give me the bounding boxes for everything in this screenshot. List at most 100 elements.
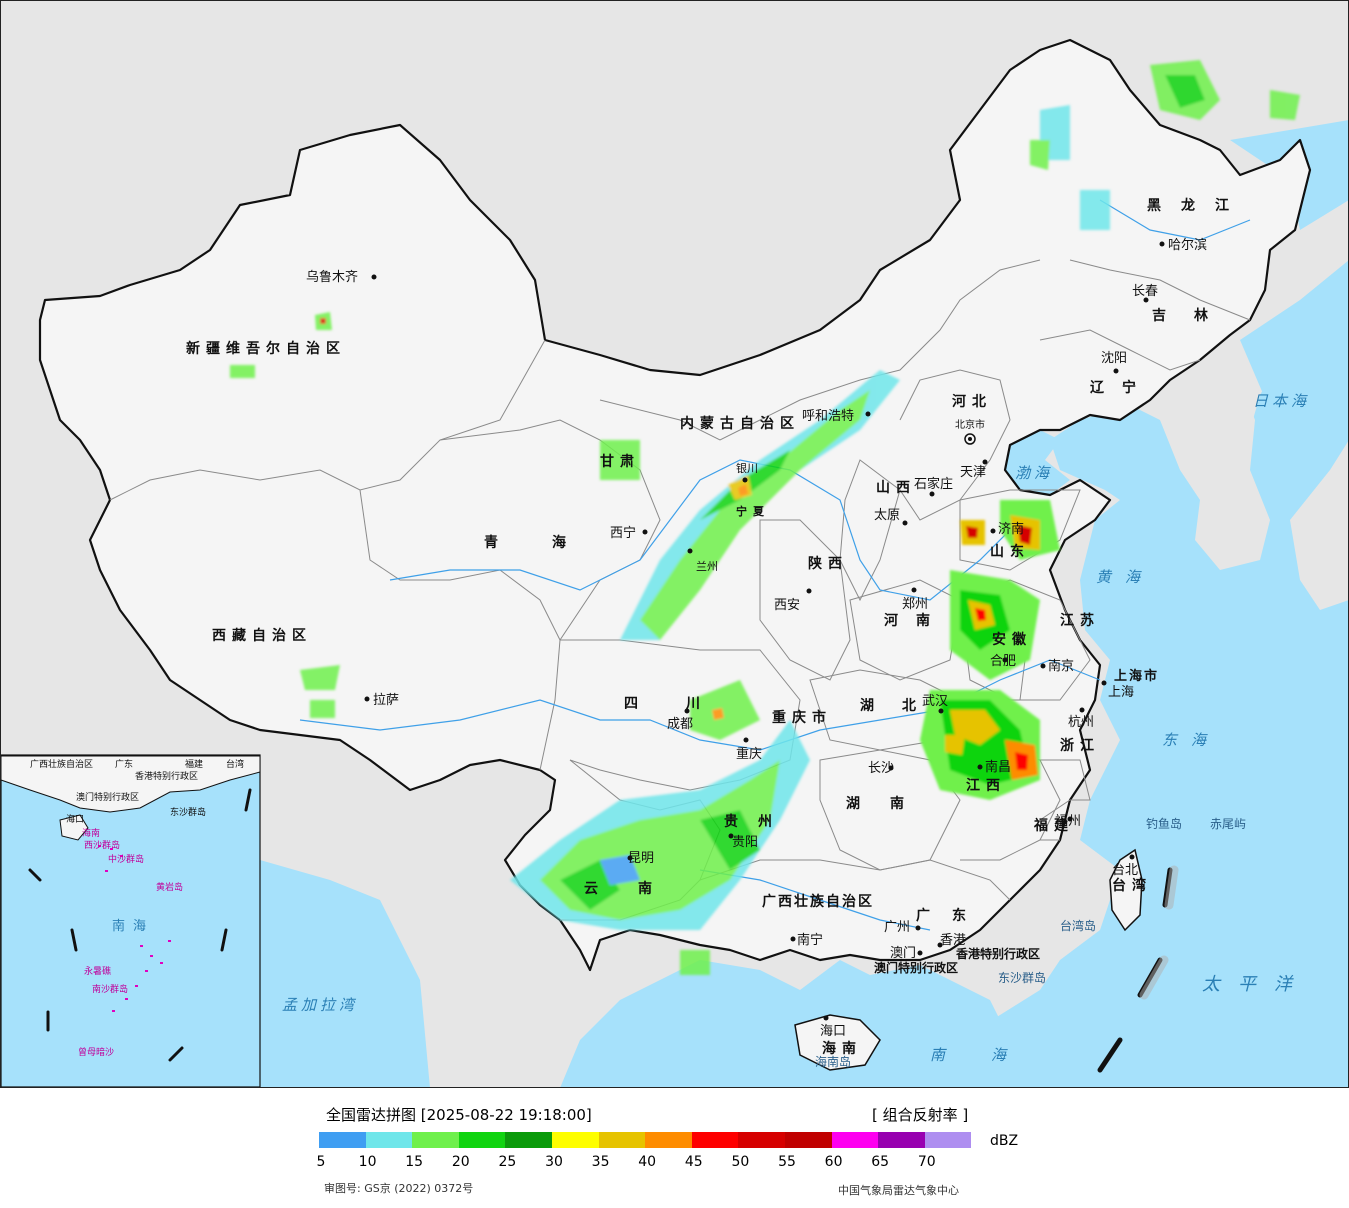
city-yinchuan: 银川 xyxy=(736,461,758,475)
city-nanning: 南宁 xyxy=(797,932,823,948)
city-xining: 西宁 xyxy=(610,525,636,541)
south-china-sea-inset: 广西壮族自治区 广东 福建 台湾 香港特别行政区 澳门特别行政区 东沙群岛 海口… xyxy=(0,754,261,1088)
region-sichuan: 四川 xyxy=(624,696,748,712)
shandong-border xyxy=(959,489,1081,571)
region-hebei: 河北 xyxy=(952,393,992,410)
city-guangzhou: 广州 xyxy=(884,920,910,935)
product-name: [ 组合反射率 ] xyxy=(872,1106,969,1124)
sea-pacific: 太平洋 xyxy=(1202,974,1310,995)
unit-label: dBZ xyxy=(990,1133,1019,1149)
region-innermongolia: 内蒙古自治区 xyxy=(680,415,800,432)
scale-swatch xyxy=(551,1132,599,1148)
svg-text:西沙群岛: 西沙群岛 xyxy=(84,839,120,851)
china-radar-map: 新疆维吾尔自治区 西藏自治区 青海 甘肃 内蒙古自治区 黑龙江 吉林 辽宁 河北… xyxy=(0,0,1349,1088)
city-wuhan: 武汉 xyxy=(922,694,948,709)
city-taipei: 台北 xyxy=(1112,863,1138,878)
city-macau: 澳门 xyxy=(890,945,916,961)
inset-sea xyxy=(0,770,260,1088)
city-xian: 西安 xyxy=(774,598,800,613)
scale-swatch xyxy=(831,1132,879,1148)
svg-text:海口: 海口 xyxy=(66,813,84,825)
region-shaanxi: 陕西 xyxy=(808,555,848,572)
echo-southwest xyxy=(510,680,810,975)
scale-tick-label: 40 xyxy=(638,1154,657,1170)
region-yunnan: 云南 xyxy=(584,880,692,897)
region-henan: 河南 xyxy=(884,612,948,629)
echo-jiangxi-anhui xyxy=(920,690,1040,800)
inset-hainan xyxy=(59,814,89,841)
svg-text:福建: 福建 xyxy=(185,758,203,770)
inset-dash-line xyxy=(28,788,252,1062)
echo-shandong-henan xyxy=(950,500,1060,680)
region-gansu: 甘肃 xyxy=(600,453,640,470)
scale-swatch xyxy=(738,1132,785,1148)
scale-tick-label: 65 xyxy=(871,1154,890,1170)
henan-border xyxy=(849,579,961,681)
sea-bengal: 孟加拉湾 xyxy=(282,996,358,1014)
scale-tick-label: 30 xyxy=(545,1154,563,1170)
svg-text:广西壮族自治区: 广西壮族自治区 xyxy=(30,758,93,770)
ocean-areas xyxy=(0,120,1349,1088)
city-hongkong: 香港 xyxy=(940,933,966,948)
region-chongqing: 重庆市 xyxy=(772,709,832,726)
region-hubei: 湖北 xyxy=(860,698,944,714)
city-changchun: 长春 xyxy=(1132,284,1158,299)
svg-text:中沙群岛: 中沙群岛 xyxy=(108,853,144,865)
svg-text:澳门特别行政区: 澳门特别行政区 xyxy=(76,791,139,803)
region-fujian: 福建 xyxy=(1033,817,1074,834)
bay-of-bengal xyxy=(260,860,430,1088)
city-jinan: 济南 xyxy=(998,521,1024,537)
region-shandong: 山东 xyxy=(990,543,1030,560)
svg-text:曾母暗沙: 曾母暗沙 xyxy=(78,1046,114,1058)
korean-peninsula xyxy=(1160,380,1270,570)
scale-swatch xyxy=(784,1132,832,1148)
sea-japan: 日本海 xyxy=(1253,392,1310,410)
region-labels: 新疆维吾尔自治区 西藏自治区 青海 甘肃 内蒙古自治区 黑龙江 吉林 辽宁 河北… xyxy=(186,197,1236,1057)
svg-text:南海: 南海 xyxy=(112,918,154,934)
region-liaoning: 辽宁 xyxy=(1090,379,1154,396)
scale-tick-label: 20 xyxy=(451,1154,470,1170)
svg-text:台湾: 台湾 xyxy=(226,758,244,770)
scale-tick-label: 50 xyxy=(731,1154,750,1170)
label-macau-sar: 澳门特别行政区 xyxy=(874,960,958,975)
sea-bohai: 渤海 xyxy=(1015,464,1053,482)
city-fuzhou: 福州 xyxy=(1055,814,1081,829)
city-nanchang: 南昌 xyxy=(985,759,1011,775)
region-hainan: 海南 xyxy=(822,1040,862,1057)
svg-text:香港特别行政区: 香港特别行政区 xyxy=(135,770,198,782)
region-taiwan: 台湾 xyxy=(1112,877,1152,894)
city-hefei: 合肥 xyxy=(990,654,1016,669)
hebei-border xyxy=(899,369,1011,521)
scale-swatch xyxy=(598,1132,646,1148)
city-lhasa: 拉萨 xyxy=(373,693,399,708)
city-tianjin: 天津 xyxy=(960,465,986,480)
sea-yellow: 黄海 xyxy=(1096,568,1154,586)
inset-mainland xyxy=(0,755,261,813)
region-jiangxi: 江西 xyxy=(966,777,1006,794)
scale-ticks: 5 10 15 20 25 30 35 40 45 50 55 60 65 70 xyxy=(0,1154,1349,1172)
region-jiangsu: 江苏 xyxy=(1060,612,1100,629)
japan-sea xyxy=(1240,260,1349,430)
shaanxi-border xyxy=(759,519,851,681)
heilongjiang-jilin-border xyxy=(1069,259,1251,321)
city-hangzhou: 杭州 xyxy=(1068,715,1094,730)
nine-dash-shadow xyxy=(1139,865,1179,1000)
city-changsha: 长沙 xyxy=(868,761,894,776)
svg-text:黄岩岛: 黄岩岛 xyxy=(156,881,183,893)
city-shenyang: 沈阳 xyxy=(1101,351,1127,366)
city-shanghai: 上海 xyxy=(1108,685,1134,700)
island-chiwei: 赤尾屿 xyxy=(1210,817,1246,831)
yangtze-river xyxy=(299,659,1101,751)
region-zhejiang: 浙江 xyxy=(1060,737,1100,754)
zhejiang-fujian-border xyxy=(1039,759,1091,841)
region-jilin: 吉林 xyxy=(1152,307,1236,324)
inset-islands xyxy=(98,845,171,1012)
svg-text:东沙群岛: 东沙群岛 xyxy=(170,806,206,818)
radar-echoes xyxy=(230,60,1300,975)
echo-northeast xyxy=(1030,60,1300,170)
scale-tick-label: 70 xyxy=(917,1154,936,1170)
shanxi-border xyxy=(839,459,901,602)
legend-panel: 全国雷达拼图 [2025-08-22 19:18:00] [ 组合反射率 ] d… xyxy=(0,1088,1349,1208)
scale-swatch xyxy=(412,1132,459,1148)
